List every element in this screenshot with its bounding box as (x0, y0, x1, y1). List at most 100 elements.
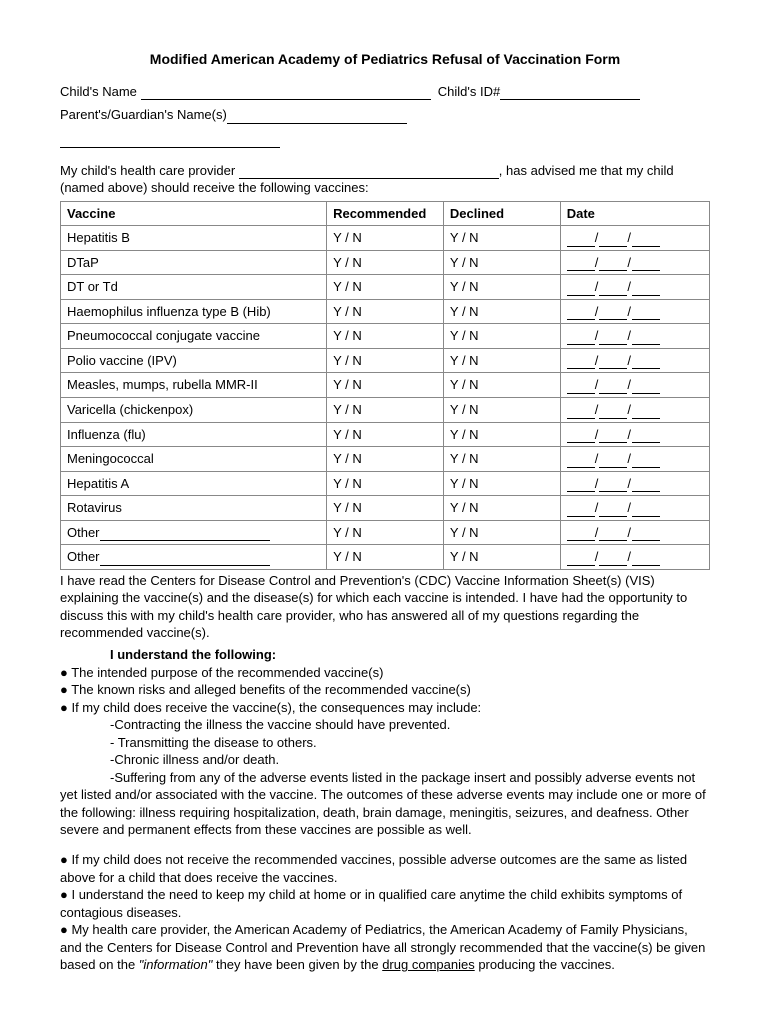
recommended-cell[interactable]: Y / N (327, 398, 444, 423)
vaccine-name: Influenza (flu) (61, 422, 327, 447)
recommended-cell[interactable]: Y / N (327, 348, 444, 373)
intro-part1: My child's health care provider (60, 163, 235, 178)
date-cell[interactable]: // (560, 275, 709, 300)
understand-header: I understand the following: (110, 646, 710, 664)
table-row: Hepatitis AY / NY / N// (61, 471, 710, 496)
table-row: MeningococcalY / NY / N// (61, 447, 710, 472)
date-cell[interactable]: // (560, 348, 709, 373)
date-cell[interactable]: // (560, 545, 709, 570)
declined-cell[interactable]: Y / N (443, 520, 560, 545)
bullet-4: ● If my child does not receive the recom… (60, 851, 710, 886)
declined-cell[interactable]: Y / N (443, 226, 560, 251)
date-cell[interactable]: // (560, 398, 709, 423)
b6-italic: "information" (139, 957, 213, 972)
vaccine-name: Hepatitis A (61, 471, 327, 496)
vaccine-name: Hepatitis B (61, 226, 327, 251)
table-row: Polio vaccine (IPV)Y / NY / N// (61, 348, 710, 373)
recommended-cell[interactable]: Y / N (327, 422, 444, 447)
declined-cell[interactable]: Y / N (443, 422, 560, 447)
recommended-cell[interactable]: Y / N (327, 471, 444, 496)
date-cell[interactable]: // (560, 471, 709, 496)
declined-cell[interactable]: Y / N (443, 250, 560, 275)
recommended-cell[interactable]: Y / N (327, 250, 444, 275)
bullet-6: ● My health care provider, the American … (60, 921, 710, 974)
table-row: Varicella (chickenpox)Y / NY / N// (61, 398, 710, 423)
bullet-3: ● If my child does receive the vaccine(s… (60, 699, 710, 717)
date-cell[interactable]: // (560, 226, 709, 251)
form-title: Modified American Academy of Pediatrics … (60, 50, 710, 69)
recommended-cell[interactable]: Y / N (327, 545, 444, 570)
b6-underline: drug companies (382, 957, 475, 972)
recommended-cell[interactable]: Y / N (327, 520, 444, 545)
declined-cell[interactable]: Y / N (443, 398, 560, 423)
vaccine-name: Pneumococcal conjugate vaccine (61, 324, 327, 349)
recommended-cell[interactable]: Y / N (327, 299, 444, 324)
guardian-row-2 (60, 130, 710, 148)
declined-cell[interactable]: Y / N (443, 447, 560, 472)
date-cell[interactable]: // (560, 447, 709, 472)
child-name-label: Child's Name (60, 84, 137, 99)
guardian-blank-2[interactable] (60, 147, 280, 148)
child-id-label: Child's ID# (438, 84, 500, 99)
vaccine-other[interactable]: Other (61, 520, 327, 545)
bullet-2: ● The known risks and alleged benefits o… (60, 681, 710, 699)
recommended-cell[interactable]: Y / N (327, 447, 444, 472)
b6b: they have been given by the (212, 957, 382, 972)
date-cell[interactable]: // (560, 422, 709, 447)
date-cell[interactable]: // (560, 520, 709, 545)
declined-cell[interactable]: Y / N (443, 324, 560, 349)
bullet-1: ● The intended purpose of the recommende… (60, 664, 710, 682)
table-row: DTaPY / NY / N// (61, 250, 710, 275)
header-vaccine: Vaccine (61, 201, 327, 226)
vaccine-other[interactable]: Other (61, 545, 327, 570)
date-cell[interactable]: // (560, 250, 709, 275)
vaccine-name: Haemophilus influenza type B (Hib) (61, 299, 327, 324)
paragraph-cdc: I have read the Centers for Disease Cont… (60, 572, 710, 642)
sub-2: - Transmitting the disease to others. (110, 734, 710, 752)
provider-blank[interactable] (239, 178, 499, 179)
declined-cell[interactable]: Y / N (443, 545, 560, 570)
vaccine-table: Vaccine Recommended Declined Date Hepati… (60, 201, 710, 570)
table-row: Influenza (flu)Y / NY / N// (61, 422, 710, 447)
recommended-cell[interactable]: Y / N (327, 226, 444, 251)
vaccine-name: Meningococcal (61, 447, 327, 472)
vaccine-name: Measles, mumps, rubella MMR-II (61, 373, 327, 398)
date-cell[interactable]: // (560, 373, 709, 398)
recommended-cell[interactable]: Y / N (327, 496, 444, 521)
guardian-label: Parent's/Guardian's Name(s) (60, 107, 227, 122)
sub-1: -Contracting the illness the vaccine sho… (110, 716, 710, 734)
vaccine-name: Varicella (chickenpox) (61, 398, 327, 423)
table-row: RotavirusY / NY / N// (61, 496, 710, 521)
vaccine-name: DT or Td (61, 275, 327, 300)
vaccine-name: DTaP (61, 250, 327, 275)
intro-text: My child's health care provider , has ad… (60, 162, 710, 197)
child-name-blank[interactable] (141, 99, 431, 100)
declined-cell[interactable]: Y / N (443, 471, 560, 496)
sub-4: -Suffering from any of the adverse event… (60, 769, 710, 839)
recommended-cell[interactable]: Y / N (327, 373, 444, 398)
table-row: Hepatitis BY / NY / N// (61, 226, 710, 251)
date-cell[interactable]: // (560, 299, 709, 324)
table-row-other: OtherY / NY / N// (61, 520, 710, 545)
b6c: producing the vaccines. (475, 957, 615, 972)
guardian-blank[interactable] (227, 123, 407, 124)
child-id-blank[interactable] (500, 99, 640, 100)
vaccine-name: Rotavirus (61, 496, 327, 521)
table-row: Pneumococcal conjugate vaccineY / NY / N… (61, 324, 710, 349)
table-row: DT or TdY / NY / N// (61, 275, 710, 300)
date-cell[interactable]: // (560, 324, 709, 349)
declined-cell[interactable]: Y / N (443, 299, 560, 324)
recommended-cell[interactable]: Y / N (327, 275, 444, 300)
sub-3: -Chronic illness and/or death. (110, 751, 710, 769)
declined-cell[interactable]: Y / N (443, 275, 560, 300)
date-cell[interactable]: // (560, 496, 709, 521)
sub-4-text: -Suffering from any of the adverse event… (60, 770, 706, 838)
table-row-other: OtherY / NY / N// (61, 545, 710, 570)
declined-cell[interactable]: Y / N (443, 373, 560, 398)
table-row: Haemophilus influenza type B (Hib)Y / NY… (61, 299, 710, 324)
recommended-cell[interactable]: Y / N (327, 324, 444, 349)
guardian-row: Parent's/Guardian's Name(s) (60, 106, 710, 124)
declined-cell[interactable]: Y / N (443, 496, 560, 521)
child-name-row: Child's Name Child's ID# (60, 83, 710, 101)
declined-cell[interactable]: Y / N (443, 348, 560, 373)
